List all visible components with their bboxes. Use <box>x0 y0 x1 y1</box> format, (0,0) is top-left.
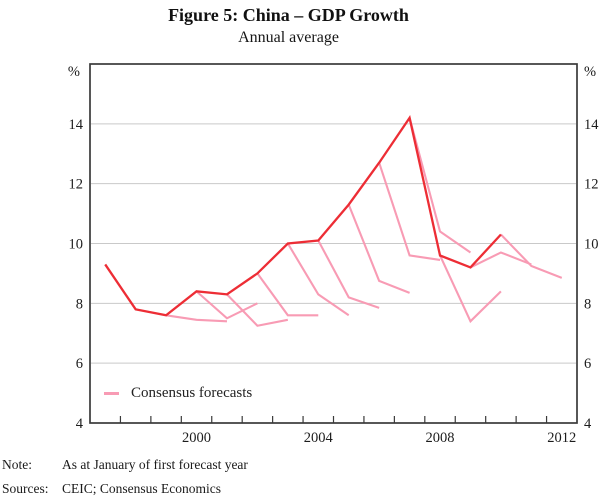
forecast-line-2008 <box>408 117 472 254</box>
y-tick-label-left-6: 6 <box>76 356 83 372</box>
chart-legend: Consensus forecasts <box>104 385 252 402</box>
y-tick-label-left-4: 4 <box>76 416 84 432</box>
legend-label: Consensus forecasts <box>131 385 253 401</box>
forecast-line-2010 <box>470 251 532 269</box>
y-tick-label-left-8: 8 <box>76 296 83 312</box>
y-tick-label-left-10: 10 <box>69 237 84 253</box>
forecast-line-2004 <box>286 242 350 317</box>
y-tick-label-right-6: 6 <box>584 356 591 372</box>
forecast-line-2009 <box>439 255 502 324</box>
forecast-line-2003 <box>256 272 319 317</box>
forecast-line-2002 <box>226 293 289 327</box>
actual-gdp-line <box>104 114 502 317</box>
y-tick-label-right-14: 14 <box>584 117 599 133</box>
figure-subtitle: Annual average <box>238 29 339 46</box>
y-axis-unit-right: % <box>584 64 596 80</box>
y-tick-label-right-12: 12 <box>584 177 599 193</box>
note-text: As at January of first forecast year <box>62 457 248 472</box>
y-tick-label-left-14: 14 <box>69 117 84 133</box>
x-tick-label-2008: 2008 <box>426 430 455 446</box>
y-tick-label-right-10: 10 <box>584 237 599 253</box>
forecast-line-swatch-icon <box>104 392 119 395</box>
sources-text: CEIC; Consensus Economics <box>62 481 221 496</box>
plot-frame <box>89 63 578 424</box>
x-tick-label-2000: 2000 <box>182 430 211 446</box>
forecast-line-2007 <box>378 162 441 261</box>
note-label: Note: <box>2 457 32 472</box>
x-tick-label-2004: 2004 <box>304 430 334 446</box>
forecast-line-2005 <box>317 240 380 309</box>
y-axis-unit-left: % <box>68 64 80 80</box>
forecast-line-2006 <box>347 204 410 294</box>
forecast-line-2000 <box>165 314 228 323</box>
x-tick-label-2012: 2012 <box>547 430 576 446</box>
figure-title: Figure 5: China – GDP Growth <box>168 5 409 25</box>
sources-label: Sources: <box>2 481 49 496</box>
forecast-line-2011 <box>500 233 563 279</box>
y-tick-label-right-4: 4 <box>584 416 592 432</box>
y-tick-label-left-12: 12 <box>69 177 84 193</box>
y-tick-label-right-8: 8 <box>584 296 591 312</box>
forecast-line-2001 <box>195 290 258 320</box>
